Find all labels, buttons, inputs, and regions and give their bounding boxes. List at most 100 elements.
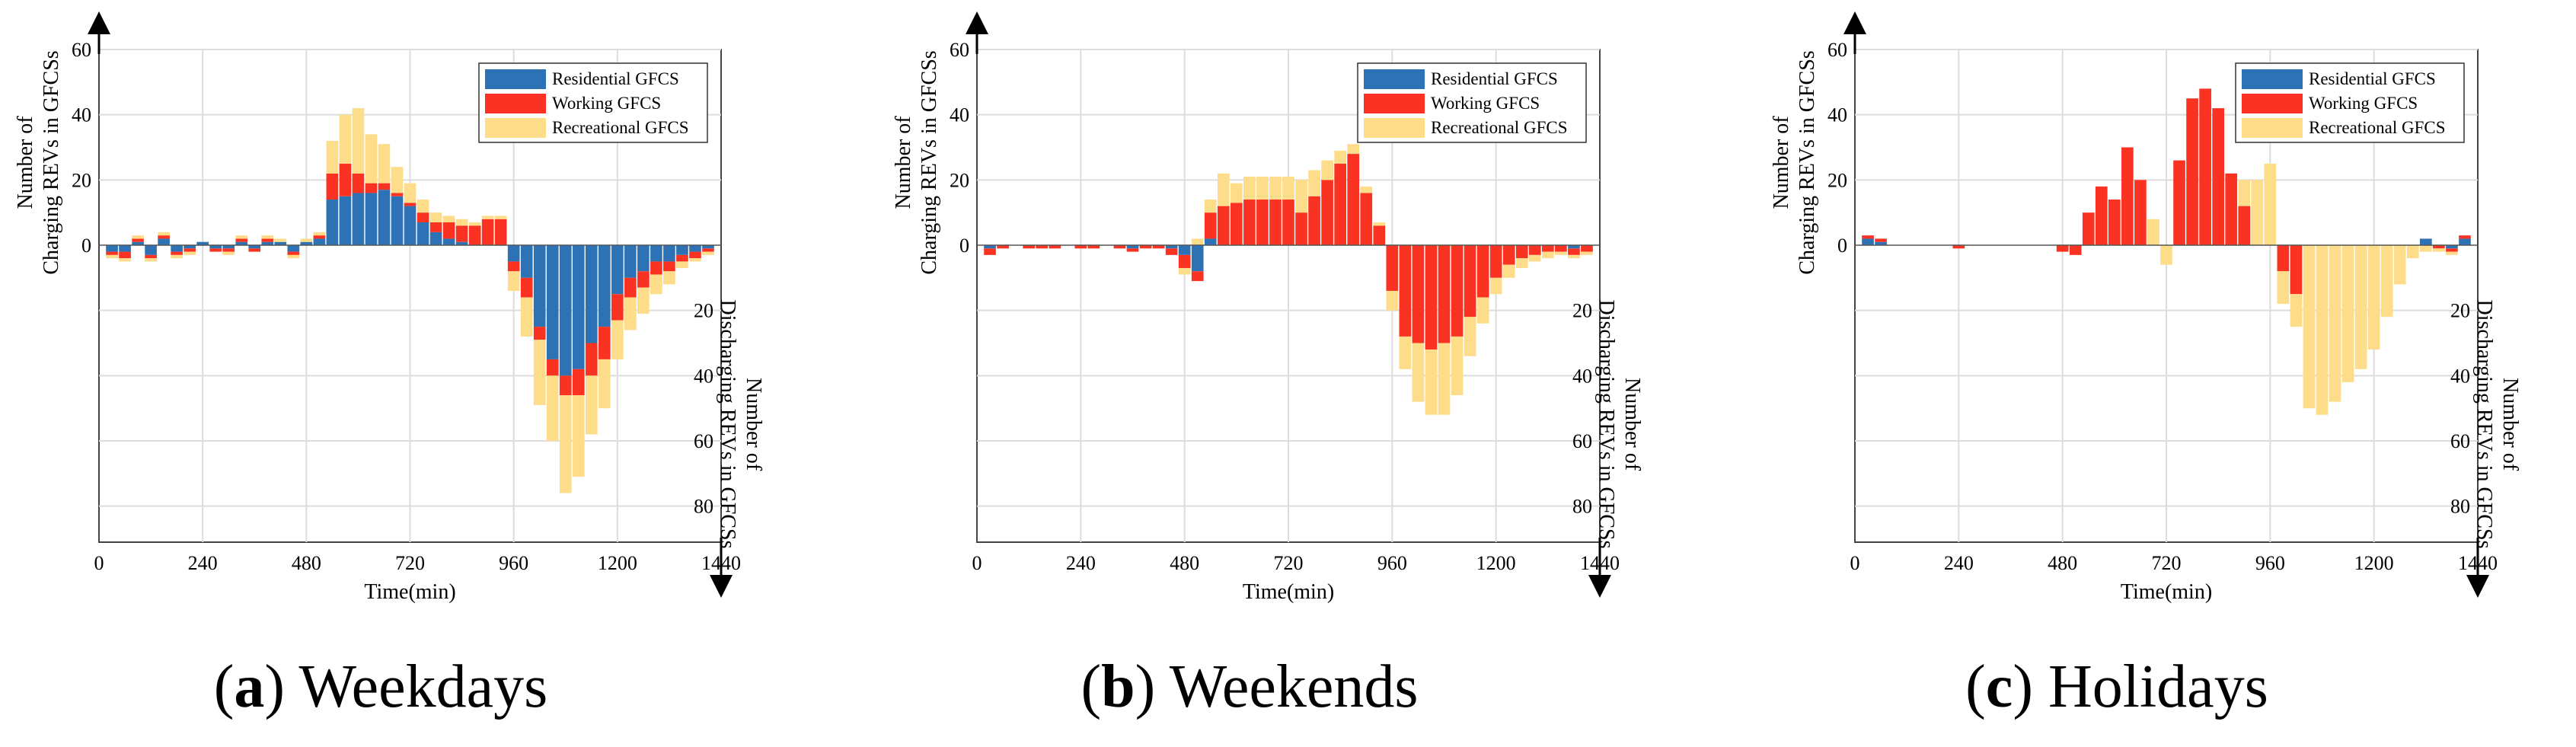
bar bbox=[611, 320, 624, 359]
bar bbox=[404, 206, 417, 245]
bar bbox=[1464, 317, 1476, 356]
bar bbox=[689, 245, 701, 252]
bar bbox=[2212, 108, 2225, 245]
bar bbox=[611, 245, 624, 295]
bar bbox=[1347, 144, 1360, 155]
bar bbox=[1541, 251, 1554, 259]
bar bbox=[352, 193, 365, 245]
bar bbox=[1243, 177, 1256, 200]
x-tick-label: 480 bbox=[2048, 552, 2077, 574]
caption-a: (a) Weekdays bbox=[213, 653, 548, 720]
bar bbox=[404, 183, 417, 203]
bar bbox=[378, 183, 391, 190]
bar bbox=[1360, 186, 1373, 193]
bar bbox=[1399, 336, 1412, 369]
bar bbox=[132, 241, 144, 245]
bar bbox=[1139, 245, 1152, 249]
bar bbox=[2251, 180, 2264, 245]
x-tick-label: 240 bbox=[1066, 552, 1096, 574]
bar bbox=[1230, 183, 1243, 203]
y-axis-title-line: Number of bbox=[1620, 378, 1644, 471]
y-axis-title-discharging: Number ofDischarging REVs in GFCSs bbox=[2472, 300, 2522, 549]
bar bbox=[455, 219, 468, 226]
bar bbox=[2186, 98, 2198, 245]
bar bbox=[326, 173, 339, 200]
bar bbox=[676, 261, 688, 268]
caption-b-text: Weekends bbox=[1169, 653, 1419, 720]
bar bbox=[1528, 245, 1541, 255]
bar bbox=[637, 271, 650, 288]
bar bbox=[2160, 245, 2172, 265]
y-tick-label: 40 bbox=[2450, 365, 2470, 387]
bar bbox=[2147, 219, 2159, 245]
y-axis-title-line: Number of bbox=[1770, 116, 1793, 209]
bar bbox=[1217, 206, 1230, 245]
caption-b-letter: b bbox=[1101, 653, 1135, 720]
bar bbox=[1386, 290, 1399, 311]
bar bbox=[507, 271, 520, 291]
y-tick-label: 60 bbox=[1827, 39, 1847, 61]
bar bbox=[1425, 350, 1438, 415]
bar bbox=[352, 108, 365, 174]
x-tick-label: 1200 bbox=[598, 552, 637, 574]
bar bbox=[158, 235, 170, 239]
bar bbox=[1308, 196, 1320, 245]
legend-swatch bbox=[485, 118, 546, 138]
bar bbox=[1568, 254, 1580, 259]
y-tick-label: 0 bbox=[81, 235, 91, 257]
bar bbox=[2238, 206, 2251, 245]
y-axis-title-charging: Number of Charging REVs in GFCSs bbox=[892, 50, 941, 274]
legend-label: Working GFCS bbox=[552, 94, 661, 113]
bar bbox=[2419, 238, 2432, 245]
bar bbox=[1386, 245, 1399, 291]
bar bbox=[1438, 245, 1451, 343]
bar bbox=[171, 254, 183, 259]
y-tick-label: 80 bbox=[694, 496, 713, 518]
legend-label: Recreational GFCS bbox=[2309, 118, 2446, 137]
bar bbox=[1555, 245, 1567, 252]
bar bbox=[2199, 88, 2211, 246]
bar bbox=[676, 245, 688, 255]
bar bbox=[585, 375, 598, 435]
bar bbox=[1049, 245, 1061, 249]
bar bbox=[158, 231, 170, 236]
bar bbox=[417, 222, 429, 245]
y-axis-title-line: Discharging REVs in GFCSs bbox=[716, 300, 739, 549]
bar bbox=[481, 219, 494, 245]
bar bbox=[2238, 180, 2251, 206]
x-tick-label: 240 bbox=[1944, 552, 1974, 574]
x-tick-label: 720 bbox=[395, 552, 425, 574]
bar bbox=[507, 245, 520, 262]
y-axis-title-line: Number of bbox=[892, 116, 915, 209]
legend-label: Working GFCS bbox=[2309, 94, 2418, 113]
y-axis-title-charging: Number of Charging REVs in GFCSs bbox=[14, 50, 63, 274]
bar bbox=[624, 245, 637, 278]
bar bbox=[235, 235, 248, 239]
bar bbox=[1269, 177, 1282, 200]
legend-label: Residential GFCS bbox=[2309, 69, 2436, 88]
bar bbox=[598, 327, 611, 359]
bar bbox=[2290, 294, 2303, 327]
bar bbox=[2173, 160, 2185, 245]
bar bbox=[1412, 245, 1425, 343]
bar bbox=[1191, 245, 1204, 272]
bar bbox=[2264, 163, 2277, 245]
bar bbox=[1541, 245, 1554, 252]
bar bbox=[378, 190, 391, 245]
y-axis-title-line: Charging REVs in GFCSs bbox=[1796, 50, 1819, 274]
bar bbox=[2393, 245, 2406, 285]
bar bbox=[326, 200, 339, 245]
y-tick-label: 80 bbox=[1572, 496, 1592, 518]
bar bbox=[1568, 248, 1580, 255]
caption-c: (c) Holidays bbox=[1965, 653, 2268, 720]
legend-swatch bbox=[485, 94, 546, 113]
bar bbox=[119, 245, 131, 252]
x-tick-label: 0 bbox=[972, 552, 982, 574]
bar bbox=[650, 274, 662, 295]
legend: Residential GFCS Working GFCS Recreational… bbox=[478, 62, 708, 143]
legend-swatch bbox=[1364, 118, 1425, 138]
bar bbox=[984, 248, 996, 255]
bar bbox=[559, 245, 572, 376]
x-tick-label: 720 bbox=[2152, 552, 2182, 574]
bar bbox=[1113, 245, 1126, 249]
